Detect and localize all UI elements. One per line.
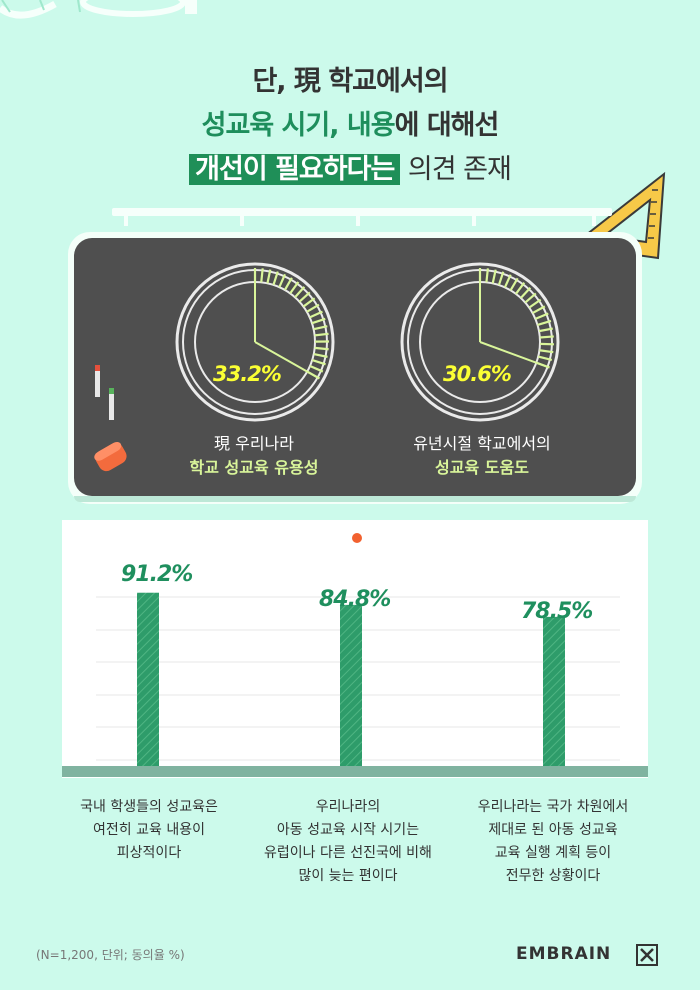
headline-line-3: 개선이 필요하다는 의견 존재: [0, 148, 700, 192]
headline-highlight: 개선이 필요하다는: [189, 154, 401, 185]
gauge-1: [175, 262, 335, 422]
bar-3-value-label: 78.5%: [521, 599, 593, 624]
bar-2: [340, 604, 362, 766]
gauge-fill-tick: [497, 271, 505, 286]
gauge-fill-tick: [309, 364, 324, 373]
gauge-2: [400, 262, 560, 422]
brand-logo-text: EMBRAIN: [516, 944, 612, 964]
gauge-1-caption: 現 우리나라 학교 성교육 유용성: [134, 432, 374, 480]
gauge-fill-tick: [519, 286, 532, 299]
bar-1-description-line: 피상적이다: [116, 845, 182, 861]
gauge-fill-tick: [485, 268, 489, 283]
ruler-tick: [592, 216, 596, 226]
headline: 단, 現 학교에서의 성교육 시기, 내용에 대해선 개선이 필요하다는 의견 …: [0, 60, 700, 192]
gauge-end-radius: [254, 341, 320, 380]
bar-3-description-line: 제대로 된 아동 성교육: [488, 822, 618, 838]
ruler-tick: [356, 216, 360, 226]
gauge-fill-tick: [306, 303, 320, 313]
chalkboard: [74, 238, 636, 496]
gauge-fill-tick: [313, 325, 328, 331]
gauge-fill-tick: [539, 335, 554, 339]
ruler-tick: [124, 216, 128, 226]
gauge-2-caption: 유년시절 학교에서의 성교육 도움도: [362, 432, 602, 480]
gauge-fill-tick: [509, 277, 519, 291]
gauge-fill-tick: [534, 312, 549, 320]
gauge-fill-tick: [289, 281, 300, 295]
bar-2-description-line: 유럽이나 다른 선진국에 비해: [264, 845, 432, 861]
gauge-fill-tick: [491, 269, 497, 284]
gauge-fill-tick: [311, 317, 326, 325]
gauge-fill-tick: [537, 355, 553, 362]
gauge-fill-tick: [532, 305, 546, 315]
headline-line-2: 성교육 시기, 내용에 대해선: [0, 104, 700, 148]
gauge-fill-tick: [313, 352, 328, 358]
eraser-icon: [94, 441, 127, 472]
chalk-green-icon: [109, 388, 114, 420]
bar-2-description-line: 아동 성교육 시작 시기는: [276, 822, 420, 838]
gauge-fill-tick: [528, 298, 542, 309]
headline-line-2-green: 성교육 시기, 내용: [201, 110, 396, 141]
gauge-2-caption-line2: 성교육 도움도: [435, 458, 529, 477]
bar-2-description-line: 많이 늦는 편이다: [298, 868, 398, 884]
bar-1-value-label: 91.2%: [121, 562, 193, 587]
gauge-fill-tick: [260, 268, 264, 283]
headline-line-2-rest: 에 대해선: [394, 110, 500, 141]
gauge-end-radius: [479, 341, 550, 369]
gauge-fill-tick: [294, 286, 306, 299]
bar-3-description-line: 전무한 상황이다: [505, 868, 601, 884]
chalkboard-shelf: [74, 496, 636, 502]
gauge-fill-tick: [514, 282, 526, 295]
gauge-1-caption-line2: 학교 성교육 유용성: [189, 458, 319, 477]
gauge-fill-tick: [314, 346, 329, 351]
bar-3-description: 우리나라는 국가 차원에서 제대로 된 아동 성교육 교육 실행 계획 등이 전…: [448, 796, 658, 888]
gauge-area: [94, 262, 560, 472]
gauge-fill-tick: [266, 269, 272, 284]
gauge-fill-tick: [537, 319, 552, 326]
footnote: (N=1,200, 단위; 동의율 %): [36, 948, 185, 962]
gauge-fill-tick: [538, 327, 553, 333]
bar-2-description-line: 우리나라의: [315, 799, 381, 815]
bar-1-description: 국내 학생들의 성교육은 여전히 교육 내용이 피상적이다: [44, 796, 254, 865]
ruler-tick: [240, 216, 244, 226]
top-decoration: [0, 0, 197, 19]
gauge-fill-tick: [539, 349, 554, 354]
embrain-logo-icon: [636, 944, 658, 966]
bar-3: [543, 616, 565, 766]
headline-line-1: 단, 現 학교에서의: [252, 66, 448, 97]
gauge-1-percent: 33.2%: [213, 362, 282, 386]
gauge-fill-tick: [309, 310, 323, 319]
bar-1-description-line: 국내 학생들의 성교육은: [80, 799, 218, 815]
gauge-fill-tick: [298, 291, 311, 303]
bar-1: [137, 592, 159, 766]
gauge-fill-tick: [314, 332, 329, 337]
gauge-fill-tick: [283, 277, 293, 291]
bar-2-description: 우리나라의 아동 성교육 시작 시기는 유럽이나 다른 선진국에 비해 많이 늦…: [243, 796, 453, 888]
bar-2-value-label: 84.8%: [319, 587, 391, 612]
gauge-fill-tick: [278, 273, 286, 288]
gauge-ring: [175, 262, 335, 422]
decorative-dot: [352, 533, 362, 543]
board-top-ruler: [112, 208, 612, 216]
bar-chart-floor: [62, 766, 648, 777]
gauge-fill-tick: [503, 274, 512, 288]
gauge-2-caption-line1: 유년시절 학교에서의: [413, 434, 551, 453]
bar-1-description-line: 여전히 교육 내용이: [93, 822, 205, 838]
gauge-2-percent: 30.6%: [443, 362, 512, 386]
bar-3-description-line: 우리나라는 국가 차원에서: [477, 799, 629, 815]
headline-line-3-rest: 의견 존재: [400, 154, 512, 185]
bar-3-description-line: 교육 실행 계획 등이: [494, 845, 612, 861]
ruler-tick: [472, 216, 476, 226]
gauge-fill-tick: [524, 292, 537, 304]
gauge-fill-tick: [311, 359, 326, 366]
gauge-fill-tick: [272, 271, 279, 286]
gauge-ring: [400, 262, 560, 422]
gauge-1-caption-line1: 現 우리나라: [214, 434, 294, 453]
chalk-red-icon: [95, 365, 100, 397]
gauge-fill-tick: [302, 297, 316, 308]
